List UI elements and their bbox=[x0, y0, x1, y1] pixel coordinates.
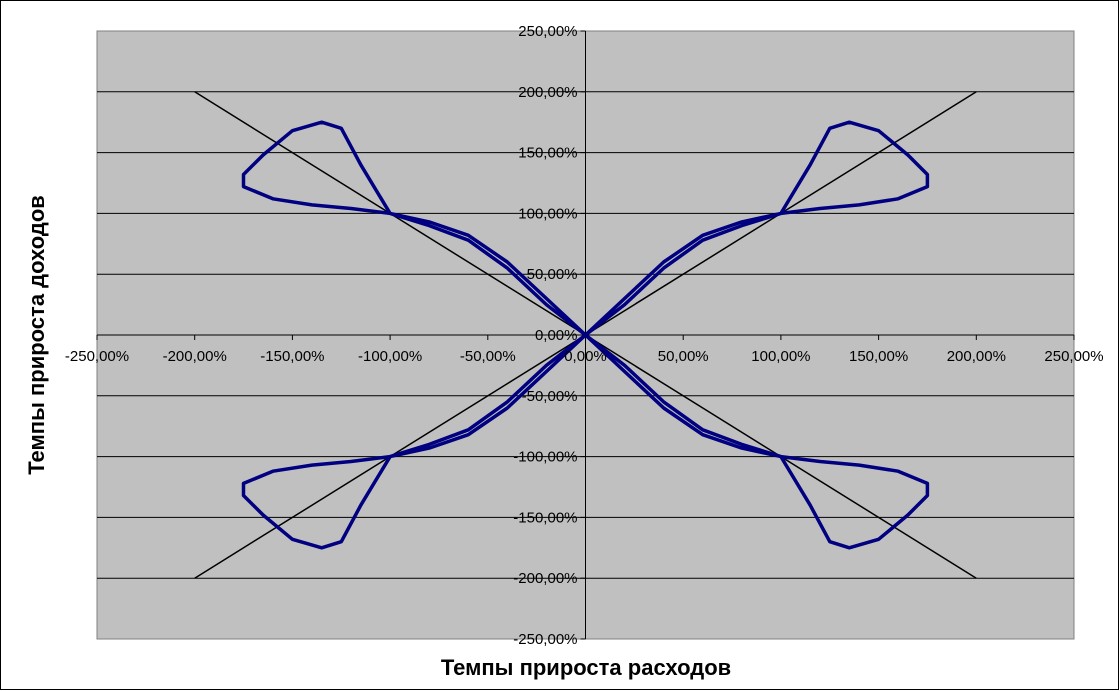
y-tick-label: 0,00% bbox=[535, 327, 578, 344]
x-tick-label: 150,00% bbox=[849, 348, 908, 365]
x-tick-label: -100,00% bbox=[358, 348, 422, 365]
x-tick-label: 50,00% bbox=[658, 348, 709, 365]
x-tick-label: -250,00% bbox=[65, 348, 129, 365]
curve-series-1 bbox=[241, 120, 588, 337]
curve-series-3 bbox=[241, 333, 588, 550]
x-tick-label: 100,00% bbox=[751, 348, 810, 365]
y-tick-label: 100,00% bbox=[518, 205, 577, 222]
x-tick-label: -200,00% bbox=[163, 348, 227, 365]
y-tick-label: 200,00% bbox=[518, 84, 577, 101]
x-tick-label: 200,00% bbox=[947, 348, 1006, 365]
x-tick-label: -150,00% bbox=[260, 348, 324, 365]
x-tick-label: 250,00% bbox=[1044, 348, 1103, 365]
x-tick-label: -50,00% bbox=[460, 348, 516, 365]
y-tick-label: -150,00% bbox=[513, 509, 577, 526]
y-tick-label: 50,00% bbox=[527, 266, 578, 283]
y-tick-label: 250,00% bbox=[518, 23, 577, 40]
x-axis-title: Темпы прироста расходов bbox=[441, 655, 731, 680]
y-tick-label: 150,00% bbox=[518, 145, 577, 162]
y-tick-label: -100,00% bbox=[513, 449, 577, 466]
curves bbox=[241, 120, 930, 550]
y-tick-label: -200,00% bbox=[513, 570, 577, 587]
curve-series-2 bbox=[583, 333, 930, 550]
y-tick-label: -50,00% bbox=[522, 388, 578, 405]
y-tick-label: -250,00% bbox=[513, 631, 577, 648]
y-axis-title: Темпы прироста доходов bbox=[24, 195, 49, 475]
tick-labels: -250,00% -200,00% -150,00% -100,00% -50,00% 0… bbox=[65, 23, 1104, 648]
curve-series-0 bbox=[583, 120, 930, 337]
x-tick-label: 0,00% bbox=[564, 348, 607, 365]
